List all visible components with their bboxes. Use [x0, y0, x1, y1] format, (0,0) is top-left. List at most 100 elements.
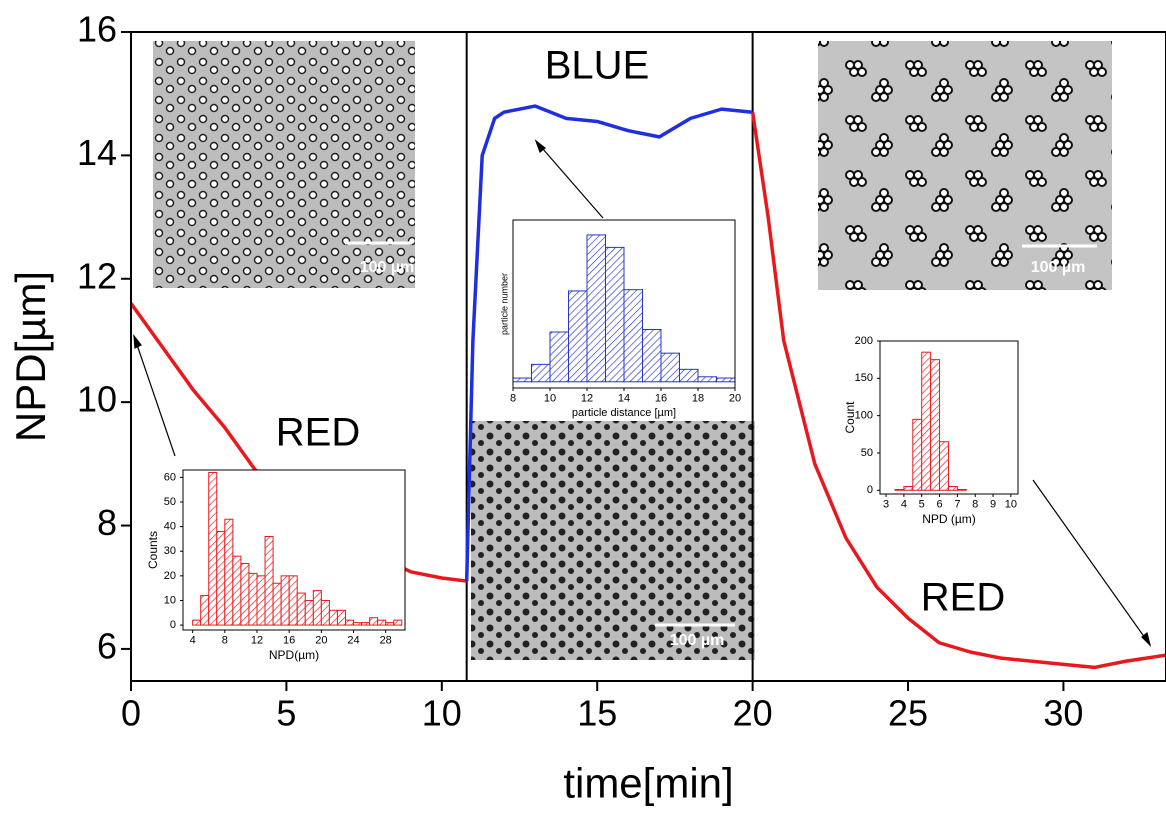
y-tick-label: 20 — [164, 570, 176, 582]
x-tick-label: 12 — [581, 393, 593, 405]
y-axis-label: NPD[µm] — [7, 271, 54, 442]
x-axis-label: time[min] — [563, 760, 733, 807]
y-tick-label: 12 — [77, 255, 117, 296]
histogram-bar — [208, 471, 218, 626]
histogram-bar — [660, 352, 680, 383]
histogram-bar — [296, 592, 306, 626]
x-tick-label: 10 — [422, 693, 462, 734]
y-tick-label: 200 — [855, 335, 873, 347]
histogram-bar — [232, 555, 242, 626]
x-tick-label: 15 — [577, 693, 617, 734]
arrow — [1032, 479, 1151, 646]
y-tick-label: 50 — [861, 447, 873, 459]
y-tick-label: 30 — [164, 545, 176, 557]
arrow — [133, 335, 176, 457]
histogram-bar — [623, 289, 643, 383]
x-tick-label: 8 — [972, 499, 978, 511]
x-tick-label: 9 — [990, 499, 996, 511]
x-axis-label: particle distance [µm] — [572, 407, 676, 419]
y-tick-label: 16 — [77, 9, 117, 50]
x-tick-label: 14 — [618, 393, 630, 405]
y-tick-label: 40 — [164, 521, 176, 533]
x-tick-label: 16 — [655, 393, 667, 405]
plot-background — [880, 341, 1018, 494]
x-tick-label: 5 — [276, 693, 296, 734]
x-tick-label: 28 — [380, 635, 392, 647]
inset-histogram: 8 10 12 14 16 18 20 particle distance [µm] parti… — [499, 219, 741, 419]
x-tick-label: 20 — [733, 693, 773, 734]
y-tick-label: 0 — [170, 619, 176, 631]
micrographs: 100 µm 100 µm 100 µm — [153, 41, 1112, 660]
scale-label: 100 µm — [360, 259, 415, 276]
annotation: RED — [276, 411, 360, 455]
histogram-bar — [256, 575, 266, 626]
histogram-bar — [586, 234, 606, 383]
x-axis-label: NPD (µm) — [922, 512, 976, 526]
histogram-bar — [288, 575, 298, 626]
arrow — [535, 140, 604, 219]
histogram-bar — [894, 489, 905, 491]
histogram-bar — [716, 377, 736, 383]
inset-histogram: 4 8 12 16 20 24 28 0 10 20 30 40 50 60 NPD(µm) Counts — [146, 469, 406, 662]
micrograph — [153, 41, 415, 288]
data-line — [750, 111, 1166, 670]
x-tick-label: 12 — [251, 635, 263, 647]
x-tick-label: 10 — [544, 393, 556, 405]
histogram-bar — [921, 351, 932, 491]
x-tick-label: 10 — [1005, 499, 1017, 511]
x-tick-label: 20 — [729, 393, 741, 405]
x-tick-label: 0 — [121, 693, 141, 734]
y-axis-label: Counts — [146, 531, 160, 569]
histogram-bar — [361, 622, 371, 626]
x-tick-label: 4 — [190, 635, 196, 647]
histogram-bar — [328, 609, 338, 626]
histogram-bar — [512, 377, 532, 383]
y-tick-label: 150 — [855, 372, 873, 384]
y-tick-label: 0 — [867, 484, 873, 496]
y-tick-label: 8 — [97, 502, 117, 543]
plot-frame — [130, 31, 1166, 682]
x-tick-label: 20 — [315, 635, 327, 647]
data-line — [464, 104, 753, 582]
histogram-bar — [240, 563, 250, 626]
x-tick-label: 24 — [347, 635, 359, 647]
histogram-bar — [272, 582, 282, 626]
scale-label: 100 µm — [670, 632, 725, 649]
y-axis-label: particle number — [499, 273, 509, 335]
histogram-bar — [192, 619, 202, 626]
arrow-head — [133, 334, 142, 349]
histogram-bar — [353, 622, 363, 626]
histogram-bar — [224, 518, 234, 626]
x-tick-label: 25 — [888, 693, 928, 734]
histogram-bar — [697, 376, 717, 383]
x-tick-label: 6 — [936, 499, 942, 511]
histogram-bar — [312, 590, 322, 626]
x-tick-label: 30 — [1043, 693, 1083, 734]
histogram-bar — [531, 363, 551, 383]
histogram-bar — [903, 486, 914, 491]
y-tick-label: 50 — [164, 496, 176, 508]
y-tick-label: 6 — [97, 625, 117, 666]
arrow-head — [1141, 631, 1152, 647]
x-axis-label: NPD(µm) — [269, 648, 319, 662]
y-tick-label: 100 — [855, 410, 873, 422]
histogram-bar — [605, 246, 625, 383]
scale-label: 100 µm — [1031, 259, 1086, 276]
micrograph — [818, 41, 1112, 290]
y-tick-label: 60 — [164, 471, 176, 483]
y-tick-label: 10 — [77, 379, 117, 420]
histogram-bar — [393, 619, 403, 626]
histogram-bar — [679, 368, 699, 383]
x-tick-label: 8 — [222, 635, 228, 647]
annotation: RED — [921, 576, 1005, 620]
plot-frame — [879, 340, 1019, 495]
histogram-bar — [336, 609, 346, 626]
histogram-bar — [939, 441, 949, 491]
histogram-bar — [216, 531, 226, 626]
x-tick-label: 7 — [954, 499, 960, 511]
x-tick-label: 8 — [510, 393, 516, 405]
arrows — [133, 139, 1152, 647]
